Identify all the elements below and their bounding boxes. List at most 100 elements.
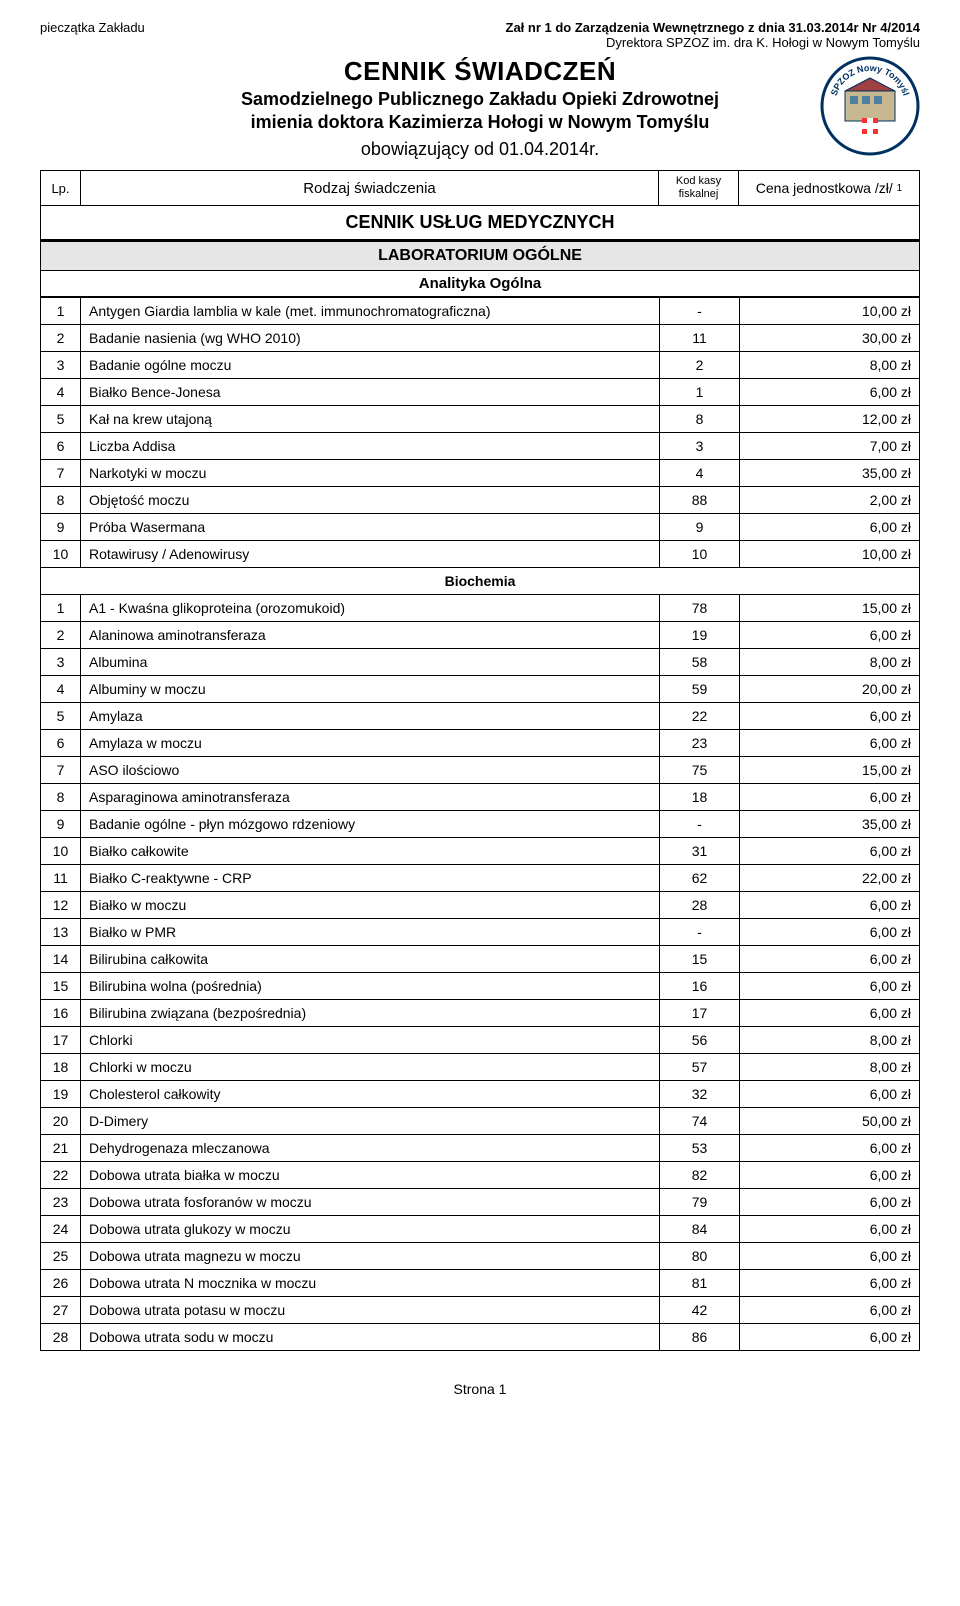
service-name: Dobowa utrata sodu w moczu [81, 1324, 660, 1351]
table-row: 8Objętość moczu882,00 zł [41, 487, 920, 514]
service-name: Cholesterol całkowity [81, 1081, 660, 1108]
table-row: 1Antygen Giardia lamblia w kale (met. im… [41, 298, 920, 325]
fiscal-code: 8 [660, 406, 740, 433]
fiscal-code: 32 [660, 1081, 740, 1108]
fiscal-code: 81 [660, 1270, 740, 1297]
unit-price: 6,00 zł [740, 1000, 920, 1027]
row-number: 9 [41, 514, 81, 541]
unit-price: 22,00 zł [740, 865, 920, 892]
table-row: 1A1 - Kwaśna glikoproteina (orozomukoid)… [41, 595, 920, 622]
col-cena: Cena jednostkowa /zł/ 1 [739, 171, 919, 205]
row-number: 10 [41, 541, 81, 568]
row-number: 24 [41, 1216, 81, 1243]
table-row: 13Białko w PMR-6,00 zł [41, 919, 920, 946]
service-name: Narkotyki w moczu [81, 460, 660, 487]
service-name: Kał na krew utajoną [81, 406, 660, 433]
row-number: 8 [41, 784, 81, 811]
table-row: 10Rotawirusy / Adenowirusy1010,00 zł [41, 541, 920, 568]
page-footer: Strona 1 [40, 1381, 920, 1397]
row-number: 21 [41, 1135, 81, 1162]
unit-price: 6,00 zł [740, 838, 920, 865]
service-name: Dobowa utrata białka w moczu [81, 1162, 660, 1189]
fiscal-code: 84 [660, 1216, 740, 1243]
fiscal-code: 57 [660, 1054, 740, 1081]
table-row: 26Dobowa utrata N mocznika w moczu816,00… [41, 1270, 920, 1297]
fiscal-code: 78 [660, 595, 740, 622]
table-row: 12Białko w moczu286,00 zł [41, 892, 920, 919]
fiscal-code: 42 [660, 1297, 740, 1324]
unit-price: 6,00 zł [740, 1216, 920, 1243]
logo-icon: SPZOZ Nowy Tomyśl [820, 56, 920, 156]
unit-price: 6,00 zł [740, 730, 920, 757]
service-name: Rotawirusy / Adenowirusy [81, 541, 660, 568]
unit-price: 6,00 zł [740, 622, 920, 649]
table-row: 28Dobowa utrata sodu w moczu866,00 zł [41, 1324, 920, 1351]
column-header-row: Lp. Rodzaj świadczenia Kod kasy fiskalne… [40, 170, 920, 206]
fiscal-code: 62 [660, 865, 740, 892]
subtitle-1: Samodzielnego Publicznego Zakładu Opieki… [241, 89, 719, 110]
fiscal-code: 11 [660, 325, 740, 352]
table-row: 6Liczba Addisa37,00 zł [41, 433, 920, 460]
table-row: 11Białko C-reaktywne - CRP6222,00 zł [41, 865, 920, 892]
unit-price: 6,00 zł [740, 1324, 920, 1351]
row-number: 3 [41, 649, 81, 676]
service-name: Białko w PMR [81, 919, 660, 946]
fiscal-code: 1 [660, 379, 740, 406]
service-name: Amylaza w moczu [81, 730, 660, 757]
row-number: 4 [41, 676, 81, 703]
table-row: 2Badanie nasienia (wg WHO 2010)1130,00 z… [41, 325, 920, 352]
unit-price: 6,00 zł [740, 892, 920, 919]
unit-price: 50,00 zł [740, 1108, 920, 1135]
table-row: 4Białko Bence-Jonesa16,00 zł [41, 379, 920, 406]
row-number: 26 [41, 1270, 81, 1297]
row-number: 19 [41, 1081, 81, 1108]
fiscal-code: 88 [660, 487, 740, 514]
page-title: CENNIK ŚWIADCZEŃ [241, 56, 719, 87]
fiscal-code: 80 [660, 1243, 740, 1270]
unit-price: 6,00 zł [740, 919, 920, 946]
fiscal-code: 23 [660, 730, 740, 757]
header-top: pieczątka Zakładu Zał nr 1 do Zarządzeni… [40, 20, 920, 50]
attachment-lines: Zał nr 1 do Zarządzenia Wewnętrznego z d… [506, 20, 920, 50]
fiscal-code: 75 [660, 757, 740, 784]
fiscal-code: 15 [660, 946, 740, 973]
unit-price: 8,00 zł [740, 1027, 920, 1054]
row-number: 25 [41, 1243, 81, 1270]
fiscal-code: 56 [660, 1027, 740, 1054]
table-row: 20D-Dimery7450,00 zł [41, 1108, 920, 1135]
row-number: 2 [41, 325, 81, 352]
table-row: 3Albumina588,00 zł [41, 649, 920, 676]
row-number: 9 [41, 811, 81, 838]
table-row: 21Dehydrogenaza mleczanowa536,00 zł [41, 1135, 920, 1162]
row-number: 23 [41, 1189, 81, 1216]
unit-price: 35,00 zł [740, 460, 920, 487]
unit-price: 6,00 zł [740, 379, 920, 406]
table-row: 3Badanie ogólne moczu28,00 zł [41, 352, 920, 379]
service-name: Alaninowa aminotransferaza [81, 622, 660, 649]
service-name: Dobowa utrata magnezu w moczu [81, 1243, 660, 1270]
service-name: Badanie ogólne - płyn mózgowo rdzeniowy [81, 811, 660, 838]
fiscal-code: - [660, 919, 740, 946]
row-number: 4 [41, 379, 81, 406]
col-svc: Rodzaj świadczenia [81, 171, 659, 205]
row-number: 22 [41, 1162, 81, 1189]
row-number: 14 [41, 946, 81, 973]
fiscal-code: 10 [660, 541, 740, 568]
row-number: 16 [41, 1000, 81, 1027]
table-row: 2Alaninowa aminotransferaza196,00 zł [41, 622, 920, 649]
unit-price: 6,00 zł [740, 784, 920, 811]
attachment-line2: Dyrektora SPZOZ im. dra K. Hołogi w Nowy… [606, 35, 920, 50]
unit-price: 6,00 zł [740, 973, 920, 1000]
service-name: Badanie ogólne moczu [81, 352, 660, 379]
fiscal-code: 74 [660, 1108, 740, 1135]
row-number: 15 [41, 973, 81, 1000]
service-name: Białko całkowite [81, 838, 660, 865]
table-row: 10Białko całkowite316,00 zł [41, 838, 920, 865]
unit-price: 20,00 zł [740, 676, 920, 703]
unit-price: 30,00 zł [740, 325, 920, 352]
unit-price: 6,00 zł [740, 1243, 920, 1270]
table-row: 27Dobowa utrata potasu w moczu426,00 zł [41, 1297, 920, 1324]
row-number: 28 [41, 1324, 81, 1351]
unit-price: 6,00 zł [740, 1297, 920, 1324]
service-name: Albuminy w moczu [81, 676, 660, 703]
